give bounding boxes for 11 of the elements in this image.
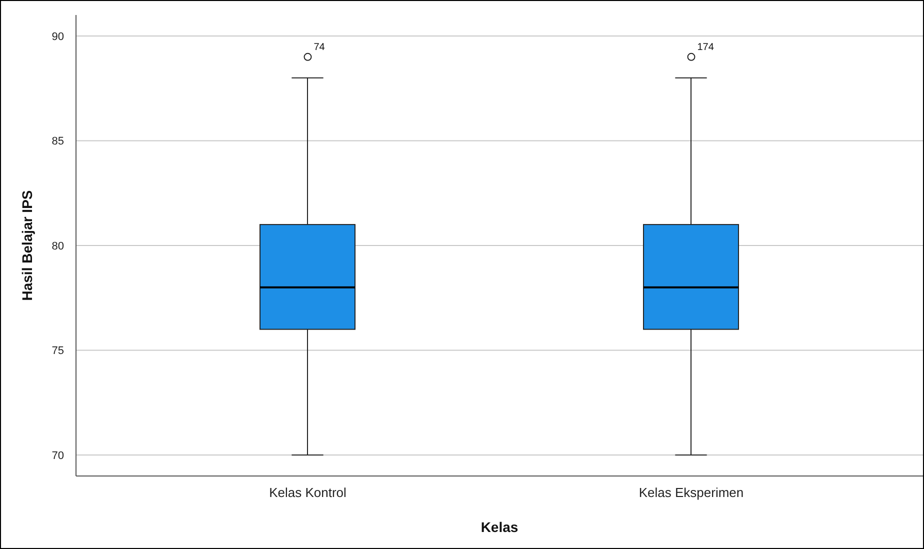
x-axis-title: Kelas bbox=[480, 519, 518, 535]
y-tick-label: 80 bbox=[52, 240, 64, 252]
y-tick-label: 85 bbox=[52, 136, 64, 148]
annotation: 74 bbox=[314, 42, 326, 53]
x-tick-label: Kelas Kontrol bbox=[269, 485, 347, 500]
x-tick-label: Kelas Eksperimen bbox=[638, 485, 744, 500]
y-tick-label: 75 bbox=[52, 345, 64, 358]
annotation: 174 bbox=[697, 42, 714, 53]
y-axis-title: Hasil Belajar IPS bbox=[18, 190, 35, 301]
y-tick-label: 70 bbox=[52, 450, 64, 462]
y-tick-label: 90 bbox=[52, 30, 64, 43]
